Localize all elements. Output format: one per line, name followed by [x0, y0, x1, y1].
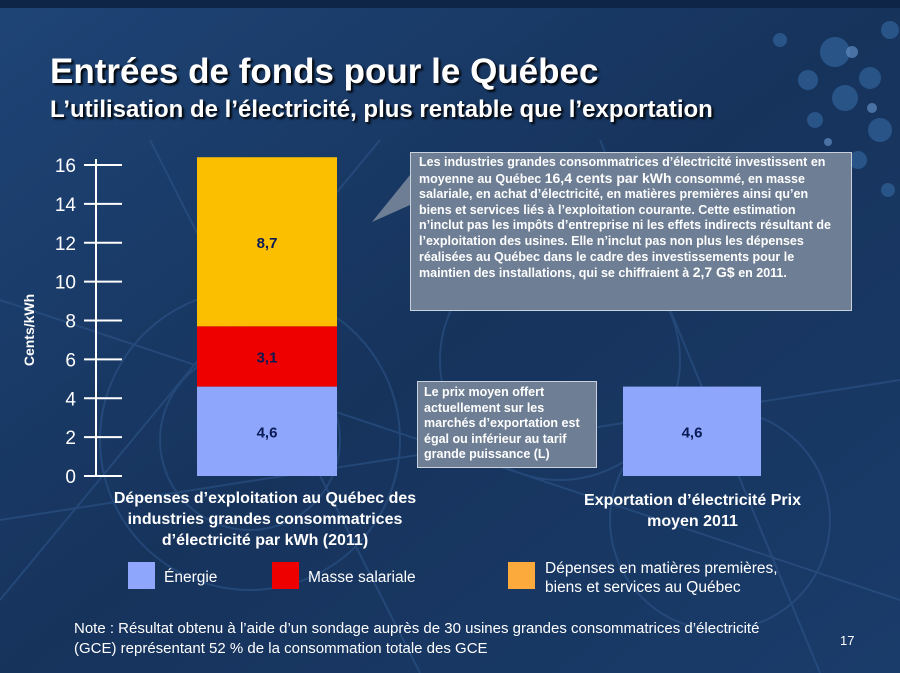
legend-swatch-masse-salariale [272, 562, 299, 589]
legend-label-masse-salariale: Masse salariale [308, 569, 416, 586]
callout-main-highlight-2: 2,7 G$ [692, 264, 735, 281]
y-axis: 0 2 4 6 8 10 12 14 16 [55, 156, 122, 488]
bar-masse-salariale-1 [197, 326, 337, 387]
data-label-energie-2: 4,6 [682, 424, 703, 441]
legend-swatch-depenses [508, 562, 535, 589]
data-label-masse-salariale-1: 3,1 [257, 349, 278, 366]
y-tick-label: 12 [55, 234, 76, 255]
page-subtitle: L’utilisation de l’électricité, plus ren… [50, 96, 713, 123]
page-title: Entrées de fonds pour le Québec [50, 52, 599, 91]
legend-label-energie: Énergie [164, 569, 218, 586]
callout-main: Les industries grandes consommatrices d’… [410, 152, 852, 311]
bar-depenses-1 [197, 157, 337, 327]
y-tick-label: 4 [65, 389, 76, 410]
data-label-depenses-1: 8,7 [257, 235, 278, 252]
y-tick-label: 2 [65, 428, 76, 449]
y-tick-label: 8 [65, 312, 76, 333]
page-number: 17 [840, 633, 855, 648]
category-label-export: Exportation d’électricité Prix moyen 201… [584, 492, 801, 530]
callout-main-highlight-1: 16,4 cents par kWh [544, 169, 672, 186]
y-axis-label: Cents/kWh [21, 294, 37, 366]
callout-main-text-3: en 2011. [734, 266, 787, 281]
callout-export: Le prix moyen offert actuellement sur le… [417, 381, 597, 468]
callout-main-text-1: Les industries grandes consommatrices d’… [419, 155, 826, 186]
y-tick-label: 14 [55, 195, 77, 216]
legend-swatch-energie [128, 562, 155, 589]
y-tick-label: 0 [65, 467, 76, 488]
y-tick-label: 16 [55, 156, 76, 177]
y-tick-label: 6 [65, 350, 76, 371]
callout-pointer [372, 175, 410, 222]
bars: 4,6 3,1 8,7 4,6 [197, 157, 761, 476]
callout-main-text-2: consommé, en masse salariale, en achat d… [419, 171, 831, 281]
footnote: Note : Résultat obtenu à l’aide d’un son… [74, 620, 760, 657]
y-tick-label: 10 [55, 273, 76, 294]
bar-energie-2 [623, 386, 761, 476]
data-label-energie-1: 4,6 [257, 424, 278, 441]
bar-energie-1 [197, 386, 337, 476]
legend-label-depenses: Dépenses en matières premières, biens et… [545, 560, 778, 596]
category-label-operations: Dépenses d’exploitation au Québec des in… [113, 490, 417, 549]
